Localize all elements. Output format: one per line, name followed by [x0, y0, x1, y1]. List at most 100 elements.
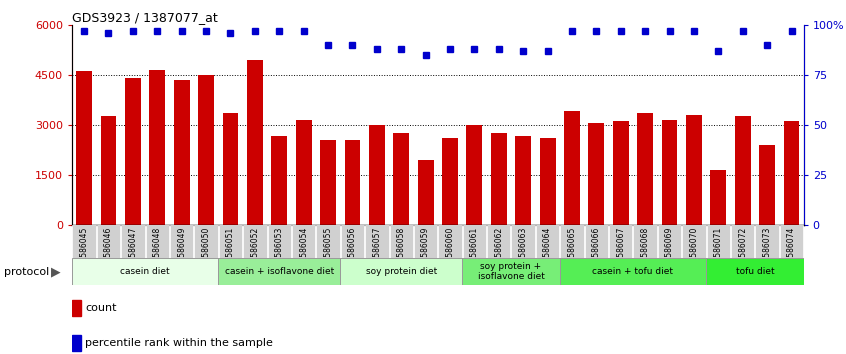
Text: GSM586067: GSM586067 — [616, 227, 625, 273]
Text: protocol: protocol — [4, 267, 49, 277]
FancyBboxPatch shape — [463, 225, 486, 258]
Text: GSM586063: GSM586063 — [519, 227, 528, 273]
Bar — [442, 138, 458, 225]
FancyBboxPatch shape — [292, 225, 316, 258]
FancyBboxPatch shape — [267, 225, 291, 258]
Text: GSM586060: GSM586060 — [446, 227, 454, 273]
FancyBboxPatch shape — [706, 225, 730, 258]
Text: GSM586055: GSM586055 — [323, 227, 332, 273]
Bar — [418, 160, 433, 225]
FancyBboxPatch shape — [365, 225, 388, 258]
FancyBboxPatch shape — [73, 225, 96, 258]
Text: soy protein +
isoflavone diet: soy protein + isoflavone diet — [477, 262, 545, 281]
Text: GSM586074: GSM586074 — [787, 227, 796, 273]
Text: GSM586068: GSM586068 — [640, 227, 650, 273]
Bar — [296, 120, 311, 225]
Bar — [637, 113, 653, 225]
Bar — [662, 120, 678, 225]
Text: GSM586048: GSM586048 — [153, 227, 162, 273]
FancyBboxPatch shape — [219, 225, 242, 258]
Bar — [783, 121, 799, 225]
Text: casein diet: casein diet — [120, 267, 170, 276]
Bar — [613, 121, 629, 225]
Bar — [686, 115, 702, 225]
Text: GSM586065: GSM586065 — [568, 227, 576, 273]
FancyBboxPatch shape — [487, 225, 510, 258]
FancyBboxPatch shape — [585, 225, 608, 258]
FancyBboxPatch shape — [560, 225, 584, 258]
Text: percentile rank within the sample: percentile rank within the sample — [85, 337, 273, 348]
Text: GSM586058: GSM586058 — [397, 227, 406, 273]
FancyBboxPatch shape — [706, 258, 804, 285]
Bar — [272, 136, 287, 225]
FancyBboxPatch shape — [170, 225, 194, 258]
FancyBboxPatch shape — [414, 225, 437, 258]
FancyBboxPatch shape — [195, 225, 217, 258]
Text: tofu diet: tofu diet — [736, 267, 774, 276]
FancyBboxPatch shape — [438, 225, 462, 258]
Bar — [125, 78, 140, 225]
Text: GSM586045: GSM586045 — [80, 227, 89, 273]
Text: count: count — [85, 303, 117, 313]
FancyBboxPatch shape — [512, 225, 535, 258]
Text: GSM586046: GSM586046 — [104, 227, 113, 273]
FancyBboxPatch shape — [96, 225, 120, 258]
Text: GSM586066: GSM586066 — [592, 227, 601, 273]
FancyBboxPatch shape — [340, 258, 462, 285]
FancyBboxPatch shape — [462, 258, 560, 285]
FancyBboxPatch shape — [218, 258, 340, 285]
Bar — [173, 80, 190, 225]
Text: casein + tofu diet: casein + tofu diet — [592, 267, 673, 276]
Bar — [540, 138, 556, 225]
Text: GSM586049: GSM586049 — [177, 227, 186, 273]
FancyBboxPatch shape — [243, 225, 266, 258]
FancyBboxPatch shape — [755, 225, 779, 258]
Text: ▶: ▶ — [52, 266, 61, 278]
Text: GSM586051: GSM586051 — [226, 227, 235, 273]
Text: GSM586064: GSM586064 — [543, 227, 552, 273]
Bar — [589, 123, 604, 225]
Bar — [72, 335, 80, 351]
Text: GSM586054: GSM586054 — [299, 227, 308, 273]
Bar — [76, 72, 92, 225]
Bar — [320, 140, 336, 225]
Text: soy protein diet: soy protein diet — [365, 267, 437, 276]
Text: GSM586061: GSM586061 — [470, 227, 479, 273]
FancyBboxPatch shape — [658, 225, 681, 258]
Bar — [101, 116, 117, 225]
Bar — [759, 145, 775, 225]
Bar — [491, 133, 507, 225]
Text: GSM586069: GSM586069 — [665, 227, 674, 273]
Text: GSM586070: GSM586070 — [689, 227, 699, 273]
Text: GSM586047: GSM586047 — [129, 227, 137, 273]
FancyBboxPatch shape — [609, 225, 633, 258]
Bar — [515, 136, 531, 225]
Bar — [393, 133, 409, 225]
Text: GSM586062: GSM586062 — [494, 227, 503, 273]
Bar — [711, 170, 726, 225]
Text: GSM586050: GSM586050 — [201, 227, 211, 273]
Text: GSM586053: GSM586053 — [275, 227, 283, 273]
Text: GSM586071: GSM586071 — [714, 227, 722, 273]
FancyBboxPatch shape — [536, 225, 559, 258]
Text: GSM586057: GSM586057 — [372, 227, 382, 273]
FancyBboxPatch shape — [72, 258, 218, 285]
Bar — [735, 116, 750, 225]
FancyBboxPatch shape — [634, 225, 656, 258]
FancyBboxPatch shape — [682, 225, 706, 258]
Text: GSM586073: GSM586073 — [762, 227, 772, 273]
Text: GSM586072: GSM586072 — [739, 227, 747, 273]
Bar — [466, 125, 482, 225]
FancyBboxPatch shape — [316, 225, 340, 258]
FancyBboxPatch shape — [389, 225, 413, 258]
Bar — [222, 113, 239, 225]
FancyBboxPatch shape — [341, 225, 364, 258]
FancyBboxPatch shape — [731, 225, 755, 258]
Bar — [198, 75, 214, 225]
Text: GDS3923 / 1387077_at: GDS3923 / 1387077_at — [72, 11, 217, 24]
FancyBboxPatch shape — [146, 225, 169, 258]
FancyBboxPatch shape — [121, 225, 145, 258]
Bar — [369, 125, 385, 225]
Bar — [564, 112, 580, 225]
Text: GSM586059: GSM586059 — [421, 227, 430, 273]
